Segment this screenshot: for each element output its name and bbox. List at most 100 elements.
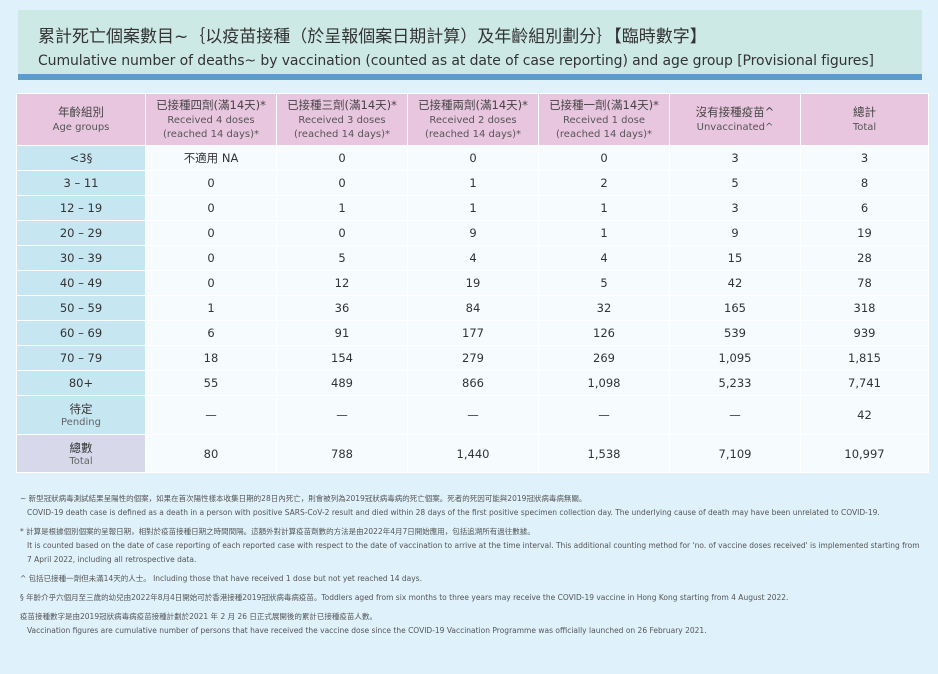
- column-header: 總計 Total: [800, 93, 929, 146]
- value-cell: 5: [669, 170, 801, 196]
- age-group-cell: 20 – 29: [16, 220, 146, 246]
- footnote-zh: § 年齡介乎六個月至三歲的幼兒由2022年8月4日開始可於香港接種2019冠狀病…: [20, 593, 789, 602]
- value-cell: 269: [538, 345, 670, 371]
- table-row: 3 – 11 0 0 1 2 5 8: [16, 170, 929, 196]
- value-cell: 7,741: [800, 370, 929, 396]
- header-zh: 已接種一劑(滿14天)*: [549, 97, 659, 112]
- footnote-zh: * 計算是根據個別個案的呈報日期，相對於疫苗接種日期之時間間隔。這額外對計算疫苗…: [20, 527, 535, 536]
- value-cell: 279: [407, 345, 539, 371]
- value-cell: 2: [538, 170, 670, 196]
- title-banner: 累計死亡個案數目~｛以疫苗接種（於呈報個案日期計算）及年齡組別劃分｝【臨時數字】…: [18, 10, 922, 80]
- value-cell: 5: [538, 270, 670, 296]
- age-group-cell: 80+: [16, 370, 146, 396]
- header-en-note: (reached 14 days)*: [425, 128, 521, 140]
- value-cell: 6: [145, 320, 277, 346]
- age-group-cell: 12 – 19: [16, 195, 146, 221]
- pending-label-en: Pending: [61, 417, 101, 428]
- total-label-en: Total: [69, 455, 93, 467]
- pending-row: 待定 Pending — — — — —42: [16, 395, 929, 435]
- value-cell: 6: [800, 195, 929, 221]
- value-cell: 1,098: [538, 370, 670, 396]
- value-cell: 0: [276, 220, 408, 246]
- value-cell: 318: [800, 295, 929, 321]
- value-cell: 8: [800, 170, 929, 196]
- footnote-zh: ~ 新型冠狀病毒測試結果呈陽性的個案，如果在首次陽性樣本收集日期的28日內死亡，…: [20, 494, 587, 503]
- value-cell: 1,538: [538, 434, 670, 473]
- footnotes: ~ 新型冠狀病毒測試結果呈陽性的個案，如果在首次陽性樣本收集日期的28日內死亡，…: [20, 492, 920, 643]
- table-row: 80+ 55 489 866 1,098 5,233 7,741: [16, 370, 929, 396]
- value-cell: 4: [538, 245, 670, 271]
- value-cell: 7,109: [669, 434, 801, 473]
- table-row: 50 – 59 1 36 84 32 165 318: [16, 295, 929, 321]
- header-en: Unvaccinated^: [696, 121, 774, 133]
- value-cell: 19: [407, 270, 539, 296]
- value-cell: 32: [538, 295, 670, 321]
- footnote: * 計算是根據個別個案的呈報日期，相對於疫苗接種日期之時間間隔。這額外對計算疫苗…: [20, 525, 920, 567]
- pending-label-zh: 待定: [69, 402, 93, 416]
- value-cell: 3: [800, 145, 929, 171]
- total-row: 總數 Total 80 788 1,440 1,538 7,109 10,997: [16, 434, 929, 473]
- column-header: 已接種一劑(滿14天)* Received 1 dose (reached 14 d…: [538, 93, 670, 146]
- header-en-note: (reached 14 days)*: [294, 128, 390, 140]
- value-cell: 0: [407, 145, 539, 171]
- value-cell: 4: [407, 245, 539, 271]
- value-cell: 28: [800, 245, 929, 271]
- value-cell: 55: [145, 370, 277, 396]
- value-cell: 36: [276, 295, 408, 321]
- value-cell: 1: [276, 195, 408, 221]
- header-zh: 已接種四劑(滿14天)*: [156, 97, 266, 112]
- header-zh: 已接種兩劑(滿14天)*: [418, 97, 528, 112]
- age-group-cell: 30 – 39: [16, 245, 146, 271]
- value-cell: 5: [276, 245, 408, 271]
- value-cell: 0: [276, 145, 408, 171]
- header-en-note: (reached 14 days)*: [163, 128, 259, 140]
- header-zh: 已接種三劑(滿14天)*: [287, 97, 397, 112]
- table-row: 60 – 69 6 91 177 126 539 939: [16, 320, 929, 346]
- value-cell: 939: [800, 320, 929, 346]
- table-row: 30 – 39 0 5 4 4 15 28: [16, 245, 929, 271]
- table-row: 70 – 79 18 154 279 269 1,095 1,815: [16, 345, 929, 371]
- header-en: Age groups: [52, 121, 110, 133]
- table-row: 12 – 19 0 1 1 1 3 6: [16, 195, 929, 221]
- value-cell: 177: [407, 320, 539, 346]
- footnote-en: Vaccination figures are cumulative numbe…: [27, 626, 707, 635]
- value-cell: 154: [276, 345, 408, 371]
- value-cell: 1,815: [800, 345, 929, 371]
- value-cell: 0: [145, 270, 277, 296]
- age-group-cell: 60 – 69: [16, 320, 146, 346]
- value-cell: 3: [669, 145, 801, 171]
- age-group-cell: 3 – 11: [16, 170, 146, 196]
- value-cell: 42: [800, 395, 929, 435]
- value-cell: 1,095: [669, 345, 801, 371]
- value-cell: 0: [145, 170, 277, 196]
- value-cell: 788: [276, 434, 408, 473]
- total-label-zh: 總數: [69, 440, 93, 455]
- age-group-cell: <3§: [16, 145, 146, 171]
- footnote: 疫苗接種數字是由2019冠狀病毒病疫苗接種計劃於2021 年 2 月 26 日正…: [20, 610, 920, 638]
- age-group-cell: 70 – 79: [16, 345, 146, 371]
- header-en: Received 3 doses: [298, 114, 386, 126]
- value-cell: 5,233: [669, 370, 801, 396]
- value-cell: 91: [276, 320, 408, 346]
- footnote-zh: 疫苗接種數字是由2019冠狀病毒病疫苗接種計劃於2021 年 2 月 26 日正…: [20, 612, 377, 621]
- value-cell: 539: [669, 320, 801, 346]
- value-cell: —: [145, 395, 277, 435]
- value-cell: —: [407, 395, 539, 435]
- value-cell: 1,440: [407, 434, 539, 473]
- value-cell: 0: [145, 220, 277, 246]
- column-header: 已接種兩劑(滿14天)* Received 2 doses (reached 14 …: [407, 93, 539, 146]
- value-cell: 9: [407, 220, 539, 246]
- header-en-note: (reached 14 days)*: [556, 128, 652, 140]
- title-english: Cumulative number of deaths~ by vaccinat…: [38, 53, 874, 69]
- header-zh: 年齡組別: [58, 104, 104, 119]
- footnote-en: It is counted based on the date of case …: [27, 541, 920, 564]
- value-cell: 10,997: [800, 434, 929, 473]
- footnote-zh: ^ 包括已接種一劑但未滿14天的人士。 Including those that…: [20, 574, 422, 583]
- header-en: Received 1 dose: [562, 114, 646, 126]
- value-cell: 12: [276, 270, 408, 296]
- title-chinese: 累計死亡個案數目~｛以疫苗接種（於呈報個案日期計算）及年齡組別劃分｝【臨時數字】: [38, 27, 707, 47]
- total-label-cell: 總數 Total: [16, 434, 146, 473]
- value-cell: —: [669, 395, 801, 435]
- value-cell: 1: [407, 170, 539, 196]
- value-cell: 不適用 NA: [145, 145, 277, 171]
